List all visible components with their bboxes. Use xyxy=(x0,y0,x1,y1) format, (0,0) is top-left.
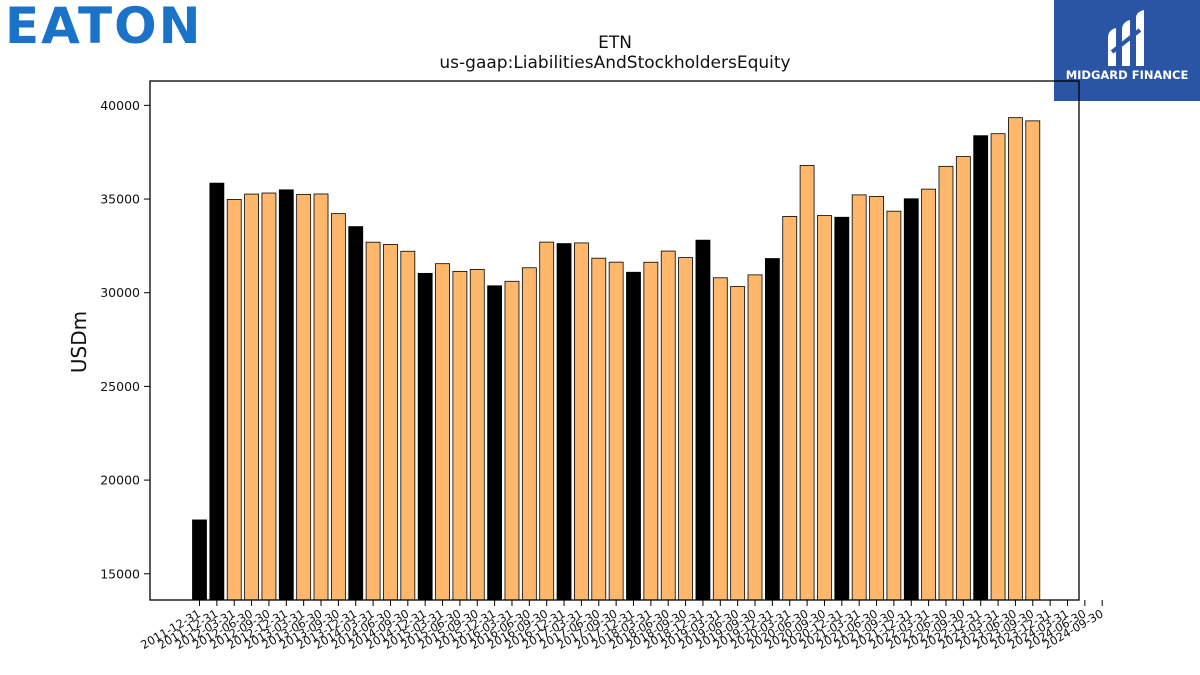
bar-6 xyxy=(296,193,312,601)
midgard-mark-icon xyxy=(1108,10,1144,66)
bar-17 xyxy=(487,285,503,601)
bar-40 xyxy=(886,210,902,601)
bar-19 xyxy=(521,267,537,601)
bar-42 xyxy=(921,188,937,601)
y-axis-ticks: 15000 20000 25000 30000 35000 40000 xyxy=(100,98,150,581)
bar-0 xyxy=(192,519,207,601)
bar-11 xyxy=(383,244,398,601)
bar-7 xyxy=(313,193,329,601)
bar-45 xyxy=(973,135,989,601)
bar-28 xyxy=(678,257,693,601)
bar-25 xyxy=(626,271,641,601)
bar-38 xyxy=(851,194,867,601)
eaton-logo: EATON xyxy=(5,1,202,51)
bar-5 xyxy=(278,189,294,601)
y-axis-label: USDm xyxy=(67,311,91,373)
bar-44 xyxy=(955,156,971,601)
plot-frame xyxy=(149,80,1080,601)
bar-27 xyxy=(660,250,676,601)
bar-18 xyxy=(504,280,520,601)
midgard-finance-logo: MIDGARD FINANCE xyxy=(1054,0,1200,101)
bar-46 xyxy=(990,133,1006,601)
bar-21 xyxy=(556,243,572,601)
bar-30 xyxy=(712,277,728,601)
bar-13 xyxy=(417,272,433,601)
bar-35 xyxy=(799,164,815,601)
bar-9 xyxy=(348,226,364,601)
bar-3 xyxy=(244,193,259,601)
bar-33 xyxy=(764,258,780,601)
y-tick-label-0: 15000 xyxy=(100,566,140,581)
midgard-logo-text: MIDGARD FINANCE xyxy=(1065,68,1189,82)
y-tick-label-4: 35000 xyxy=(100,192,140,207)
bar-16 xyxy=(469,268,485,601)
bar-2 xyxy=(226,199,242,601)
bar-4 xyxy=(261,192,277,601)
bar-8 xyxy=(330,213,346,601)
y-tick-label-3: 30000 xyxy=(100,285,140,300)
y-tick-label-5: 40000 xyxy=(100,98,140,113)
chart-title: ETN xyxy=(598,33,632,53)
bar-20 xyxy=(539,241,555,601)
bar-34 xyxy=(782,216,798,601)
bar-22 xyxy=(574,242,589,601)
bar-31 xyxy=(730,286,746,601)
bar-37 xyxy=(834,216,850,601)
x-axis-ticks: 2011-12-312011-12-312012-03-312012-06-30… xyxy=(138,600,1106,652)
bar-32 xyxy=(747,274,763,601)
y-tick-label-2: 25000 xyxy=(100,379,140,394)
bar-14 xyxy=(435,263,450,601)
bar-43 xyxy=(938,165,954,601)
bar-36 xyxy=(817,215,832,601)
bar-10 xyxy=(365,241,381,601)
eaton-logo-text: EATON xyxy=(5,0,203,55)
bar-41 xyxy=(903,198,919,601)
bar-48 xyxy=(1025,120,1041,601)
bar-39 xyxy=(869,196,884,601)
bar-15 xyxy=(452,270,468,601)
bars-group xyxy=(192,117,1041,601)
bar-26 xyxy=(643,261,659,601)
bar-12 xyxy=(400,250,416,601)
y-tick-label-1: 20000 xyxy=(100,473,140,488)
bar-24 xyxy=(608,261,624,601)
bar-29 xyxy=(695,239,711,601)
chart-subtitle: us-gaap:LiabilitiesAndStockholdersEquity xyxy=(439,53,790,73)
bar-47 xyxy=(1008,117,1023,601)
bar-23 xyxy=(591,257,607,601)
bar-1 xyxy=(209,182,225,601)
